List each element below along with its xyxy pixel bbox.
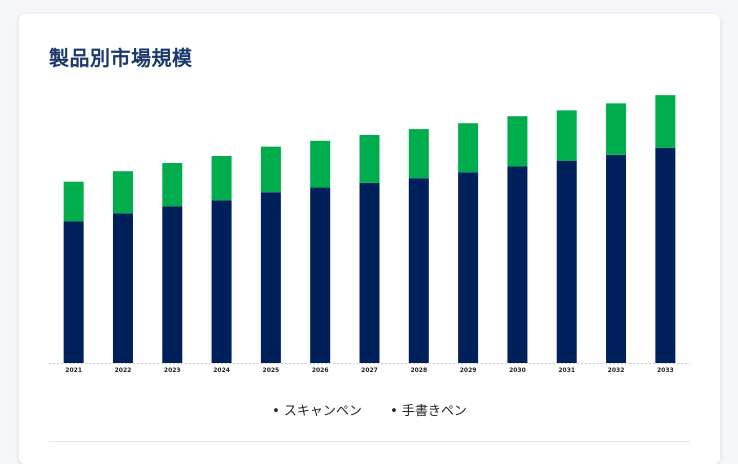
legend-item-scan-pen[interactable]: • スキャンペン xyxy=(272,404,362,419)
bar-scan-pen-2023[interactable] xyxy=(162,206,183,363)
bar-handwriting-pen-2032[interactable] xyxy=(606,103,627,155)
x-tick-label: 2025 xyxy=(263,367,280,374)
x-tick-label: 2023 xyxy=(164,367,181,374)
bar-scan-pen-2029[interactable] xyxy=(458,172,479,363)
x-tick-label: 2027 xyxy=(361,367,378,374)
bar-scan-pen-2027[interactable] xyxy=(359,182,380,363)
bar-handwriting-pen-2024[interactable] xyxy=(211,155,232,201)
chart-card: 製品別市場規模 2021 2022 2023 2024 2025 2026 2027 2028… xyxy=(19,14,720,464)
bar-handwriting-pen-2033[interactable] xyxy=(655,95,676,148)
page-title: 製品別市場規模 xyxy=(49,46,193,70)
legend-item-handwriting-pen[interactable]: • 手書きペン xyxy=(390,404,467,419)
bar-handwriting-pen-2030[interactable] xyxy=(507,116,528,167)
bar-scan-pen-2033[interactable] xyxy=(655,147,676,363)
bar-scan-pen-2025[interactable] xyxy=(260,192,281,363)
legend-label: スキャンペン xyxy=(283,404,362,419)
x-tick-labels: 2021 2022 2023 2024 2025 2026 2027 2028 2029 2030… xyxy=(65,367,673,374)
legend-label: 手書きペン xyxy=(401,404,467,419)
x-tick-label: 2033 xyxy=(657,367,674,374)
legend: • スキャンペン • 手書きペン xyxy=(19,400,720,419)
stacked-bar-chart: 2021 2022 2023 2024 2025 2026 2027 2028 2029 2030… xyxy=(49,95,690,374)
x-tick-label: 2026 xyxy=(312,367,329,374)
bar-scan-pen-2030[interactable] xyxy=(507,166,528,363)
bar-handwriting-pen-2025[interactable] xyxy=(260,146,281,193)
bar-handwriting-pen-2027[interactable] xyxy=(359,134,380,183)
x-tick-label: 2022 xyxy=(115,367,132,374)
x-tick-label: 2030 xyxy=(509,367,526,374)
bar-handwriting-pen-2026[interactable] xyxy=(310,140,331,188)
x-tick-label: 2021 xyxy=(65,367,82,374)
bars-group xyxy=(63,95,676,363)
x-tick-label: 2028 xyxy=(410,367,427,374)
x-tick-label: 2032 xyxy=(608,367,625,374)
bar-scan-pen-2026[interactable] xyxy=(310,187,331,363)
x-tick-label: 2031 xyxy=(558,367,575,374)
bar-scan-pen-2031[interactable] xyxy=(556,160,577,363)
bar-scan-pen-2024[interactable] xyxy=(211,200,232,363)
bar-handwriting-pen-2021[interactable] xyxy=(63,181,84,222)
divider xyxy=(49,441,690,442)
bar-handwriting-pen-2029[interactable] xyxy=(458,123,479,173)
bar-scan-pen-2028[interactable] xyxy=(408,178,429,363)
bar-handwriting-pen-2023[interactable] xyxy=(162,163,183,207)
bar-handwriting-pen-2028[interactable] xyxy=(408,129,429,179)
x-tick-label: 2029 xyxy=(460,367,477,374)
bar-handwriting-pen-2022[interactable] xyxy=(112,171,133,214)
bar-handwriting-pen-2031[interactable] xyxy=(556,110,577,161)
bar-scan-pen-2032[interactable] xyxy=(606,154,627,363)
x-tick-label: 2024 xyxy=(213,367,230,374)
bar-scan-pen-2022[interactable] xyxy=(112,213,133,363)
bar-scan-pen-2021[interactable] xyxy=(63,221,84,363)
